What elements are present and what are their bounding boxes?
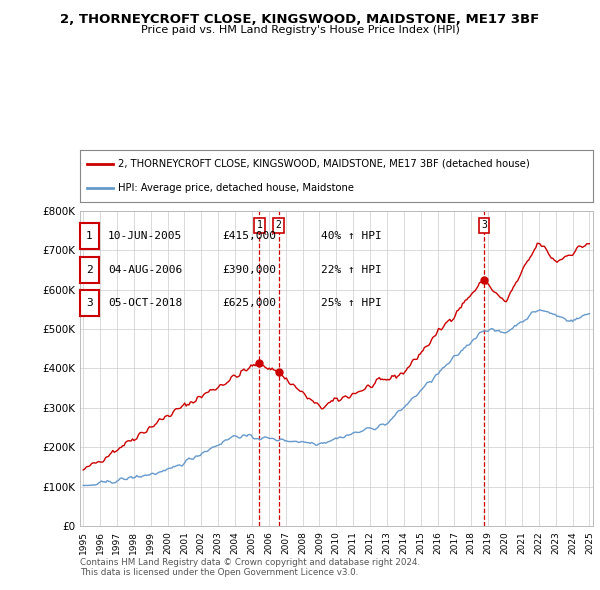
Text: 1: 1 xyxy=(256,220,262,230)
Text: 05-OCT-2018: 05-OCT-2018 xyxy=(108,299,182,308)
Text: 3: 3 xyxy=(86,299,93,308)
Text: 2: 2 xyxy=(86,265,93,274)
Text: Price paid vs. HM Land Registry's House Price Index (HPI): Price paid vs. HM Land Registry's House … xyxy=(140,25,460,35)
Text: 22% ↑ HPI: 22% ↑ HPI xyxy=(321,265,382,274)
Text: 2, THORNEYCROFT CLOSE, KINGSWOOD, MAIDSTONE, ME17 3BF: 2, THORNEYCROFT CLOSE, KINGSWOOD, MAIDST… xyxy=(61,13,539,26)
Text: 40% ↑ HPI: 40% ↑ HPI xyxy=(321,231,382,241)
Text: £415,000: £415,000 xyxy=(222,231,276,241)
Text: 3: 3 xyxy=(481,220,487,230)
Text: £390,000: £390,000 xyxy=(222,265,276,274)
Text: 2: 2 xyxy=(275,220,281,230)
Text: 10-JUN-2005: 10-JUN-2005 xyxy=(108,231,182,241)
Text: 25% ↑ HPI: 25% ↑ HPI xyxy=(321,299,382,308)
Text: HPI: Average price, detached house, Maidstone: HPI: Average price, detached house, Maid… xyxy=(118,183,354,193)
Text: 1: 1 xyxy=(86,231,93,241)
Text: £625,000: £625,000 xyxy=(222,299,276,308)
Text: 2, THORNEYCROFT CLOSE, KINGSWOOD, MAIDSTONE, ME17 3BF (detached house): 2, THORNEYCROFT CLOSE, KINGSWOOD, MAIDST… xyxy=(118,159,530,169)
Text: Contains HM Land Registry data © Crown copyright and database right 2024.
This d: Contains HM Land Registry data © Crown c… xyxy=(80,558,420,577)
Text: 04-AUG-2006: 04-AUG-2006 xyxy=(108,265,182,274)
